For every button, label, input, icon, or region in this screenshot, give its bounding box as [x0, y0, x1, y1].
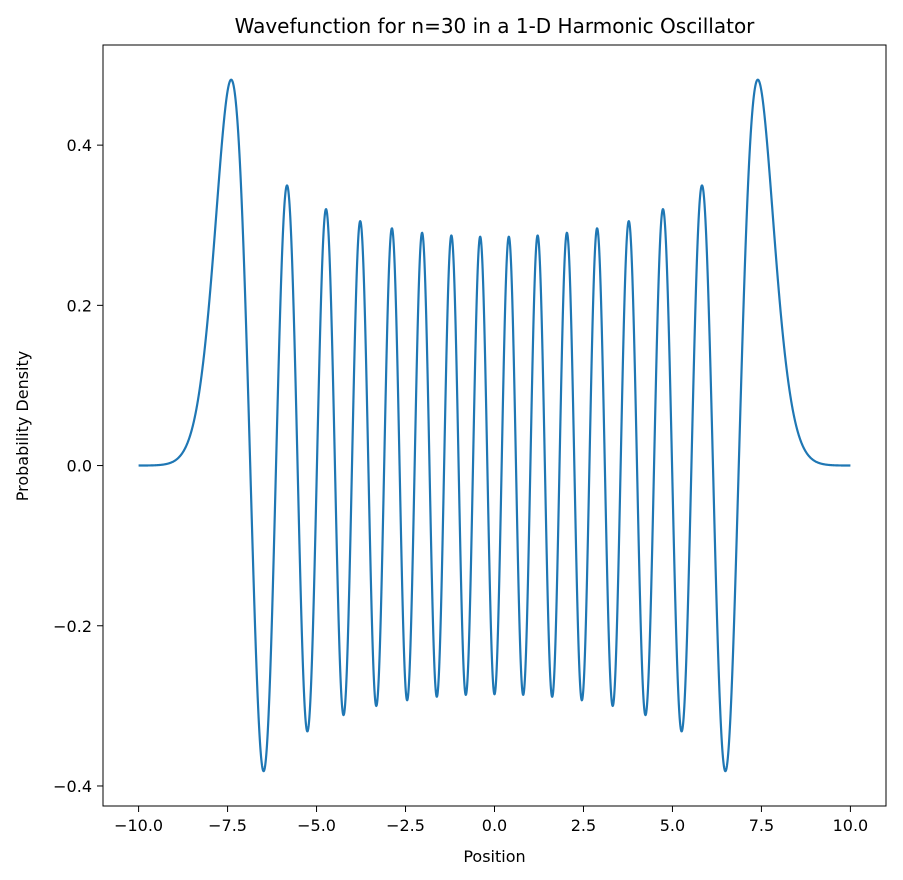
- y-tick-label: −0.4: [53, 777, 92, 796]
- x-tick-label: 2.5: [571, 816, 596, 835]
- chart-title: Wavefunction for n=30 in a 1-D Harmonic …: [235, 14, 756, 38]
- x-tick-label: 10.0: [833, 816, 869, 835]
- y-tick-label: 0.0: [67, 457, 92, 476]
- plot-frame: [102, 44, 887, 807]
- y-tick-label: 0.2: [67, 296, 92, 315]
- x-axis-label: Position: [463, 847, 525, 866]
- plot-area: [103, 45, 886, 806]
- x-tick-label: 7.5: [749, 816, 774, 835]
- series-line-wavefunction: [137, 78, 852, 773]
- x-axis-ticks: −10.0 −7.5 −5.0 −2.5 0.0 2.5 5.0 7.5 10.0: [114, 806, 868, 835]
- y-tick-label: 0.4: [67, 136, 92, 155]
- x-tick-label: −10.0: [114, 816, 163, 835]
- x-tick-label: −2.5: [386, 816, 425, 835]
- x-tick-label: −7.5: [208, 816, 247, 835]
- x-tick-label: −5.0: [297, 816, 336, 835]
- y-tick-label: −0.2: [53, 617, 92, 636]
- y-axis-ticks: −0.4 −0.2 0.0 0.2 0.4: [53, 136, 103, 796]
- y-axis-label: Probability Density: [13, 351, 32, 502]
- x-tick-label: 0.0: [482, 816, 507, 835]
- x-tick-label: 5.0: [660, 816, 685, 835]
